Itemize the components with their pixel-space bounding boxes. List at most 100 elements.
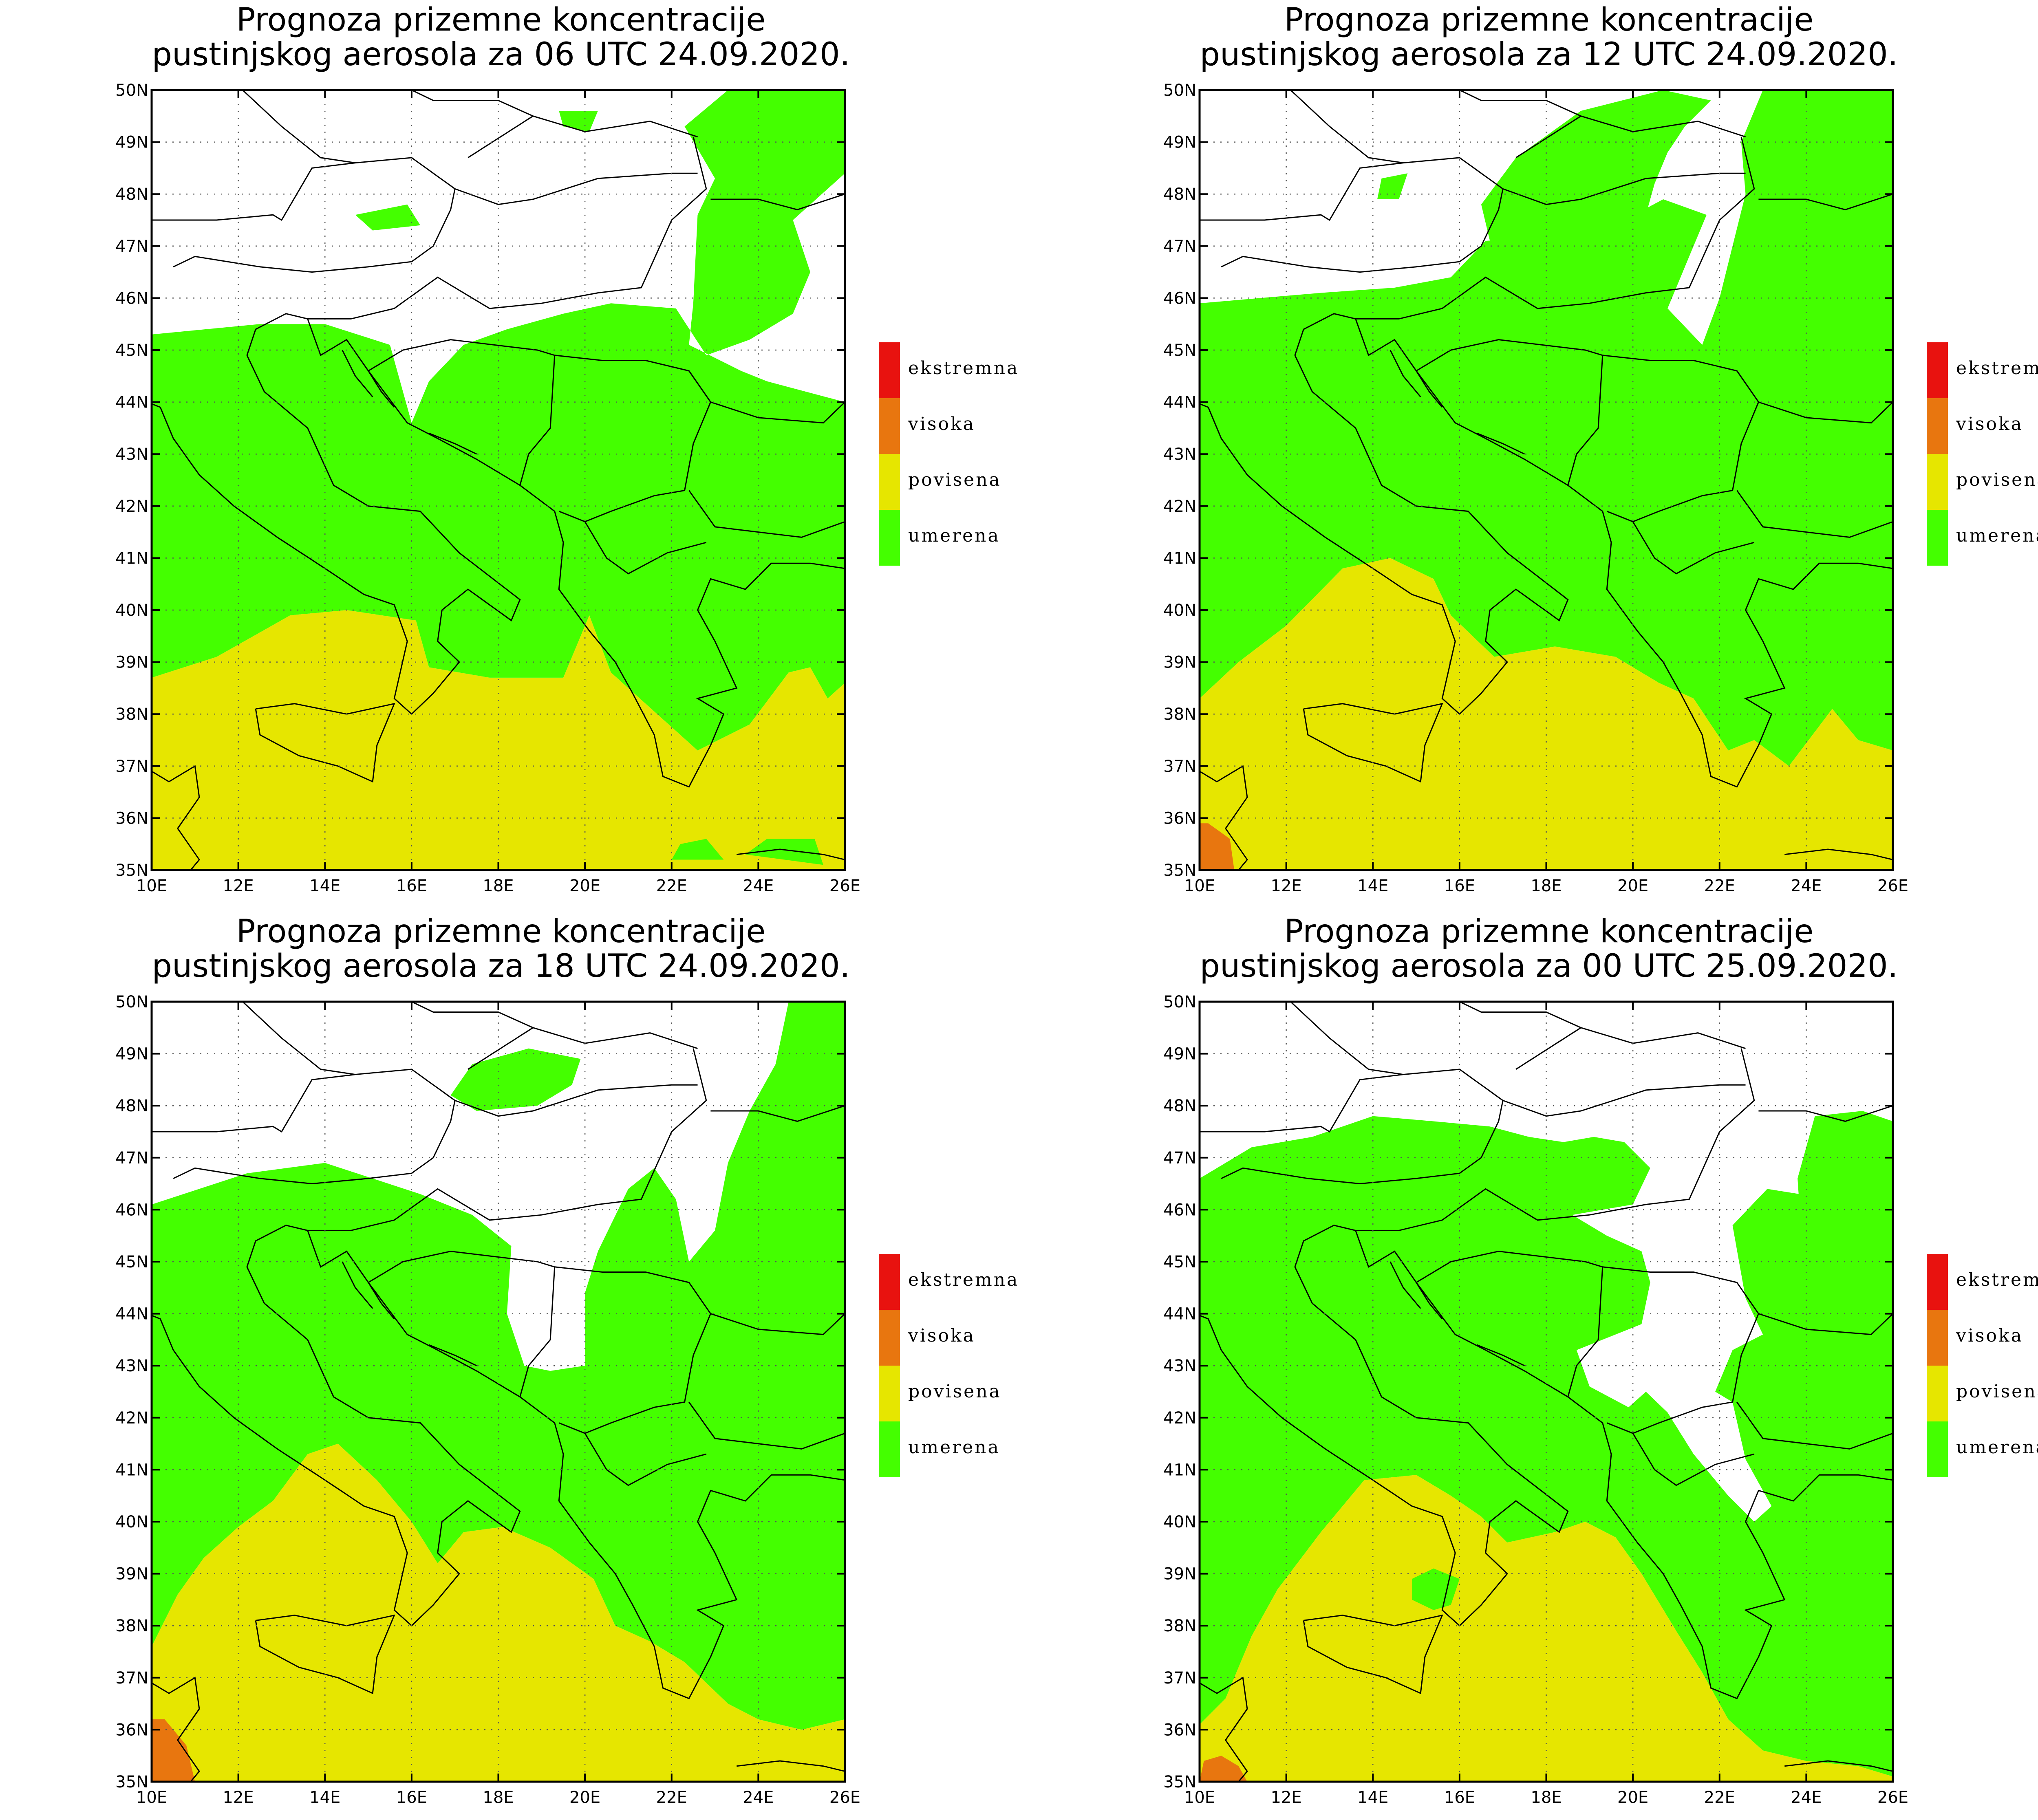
axis-ticks: 10E 12E 14E 16E 18E 20E 22E 24E 26E 35N 36N 37N 38N 3… xyxy=(1163,993,1908,1807)
lat-tick-label: 38N xyxy=(115,705,148,724)
border-line-5 xyxy=(737,1760,845,1772)
lat-tick-label: 35N xyxy=(115,1773,148,1791)
lon-tick-label: 20E xyxy=(1617,1788,1648,1807)
border-line-14 xyxy=(454,172,698,205)
lat-tick-label: 40N xyxy=(1163,601,1196,620)
lat-tick-label: 35N xyxy=(1163,861,1196,880)
lat-tick-label: 49N xyxy=(115,1045,148,1064)
region-umerena-4 xyxy=(355,204,421,231)
border-line-8 xyxy=(1602,1266,1760,1434)
lat-tick-label: 43N xyxy=(115,1357,148,1375)
border-line-16 xyxy=(1459,1002,1581,1029)
lon-tick-label: 14E xyxy=(309,1788,340,1807)
lon-tick-label: 24E xyxy=(1791,877,1822,895)
lon-tick-label: 22E xyxy=(1704,877,1735,895)
lat-tick-label: 50N xyxy=(115,993,148,1011)
lon-tick-label: 18E xyxy=(1531,877,1562,895)
region-umerena-2 xyxy=(152,90,845,751)
border-line-7 xyxy=(368,1250,556,1397)
legend-label-umerena: umerena xyxy=(1956,525,2038,546)
panel-title-line1: Prognoza prizemne koncentracije xyxy=(1284,913,1814,950)
border-line-9 xyxy=(1758,401,1893,424)
lat-tick-label: 49N xyxy=(1163,133,1196,152)
border-line-14 xyxy=(1502,172,1746,205)
lon-tick-label: 18E xyxy=(1531,1788,1562,1807)
panel-title-line1: Prognoza prizemne koncentracije xyxy=(236,2,766,38)
region-umerena-7 xyxy=(745,839,823,865)
lon-tick-label: 14E xyxy=(309,877,340,895)
region-visoka-2 xyxy=(1200,1756,1247,1782)
border-line-6 xyxy=(1355,1048,1755,1231)
border-line-14 xyxy=(1502,1084,1746,1117)
lon-tick-label: 16E xyxy=(1444,1788,1475,1807)
panel-title-line1: Prognoza prizemne koncentracije xyxy=(236,913,766,950)
lat-tick-label: 37N xyxy=(1163,757,1196,776)
lat-tick-label: 38N xyxy=(1163,1617,1196,1635)
lon-tick-label: 10E xyxy=(1184,877,1215,895)
region-umerena-4 xyxy=(450,1048,581,1111)
border-line-6 xyxy=(307,1048,707,1231)
border-line-3 xyxy=(246,1225,845,1699)
lat-tick-label: 47N xyxy=(1163,237,1196,256)
legend-swatch-ekstremna xyxy=(879,342,900,398)
lon-tick-label: 20E xyxy=(569,877,600,895)
legend-swatch-umerena xyxy=(879,1421,900,1477)
lon-tick-label: 26E xyxy=(829,877,860,895)
lat-tick-label: 44N xyxy=(1163,1305,1196,1324)
axis-ticks: 10E 12E 14E 16E 18E 20E 22E 24E 26E 35N 36N 37N 38N 3… xyxy=(1163,81,1908,895)
lat-tick-label: 48N xyxy=(115,185,148,204)
border-line-13 xyxy=(1290,1002,1403,1075)
border-line-5 xyxy=(737,848,845,860)
border-line-20 xyxy=(428,1344,477,1366)
border-line-2 xyxy=(255,1614,395,1694)
lon-tick-label: 14E xyxy=(1357,877,1388,895)
lat-tick-label: 50N xyxy=(1163,993,1196,1011)
lat-tick-label: 44N xyxy=(115,1305,148,1324)
lat-tick-label: 47N xyxy=(1163,1149,1196,1168)
legend-swatch-povisena xyxy=(1927,454,1948,510)
legend-label-ekstremna: ekstremna xyxy=(1956,358,2038,379)
lon-tick-label: 24E xyxy=(1791,1788,1822,1807)
border-line-1 xyxy=(1200,355,1569,715)
lat-tick-label: 48N xyxy=(115,1097,148,1115)
panel-title-line2: pustinjskog aerosola za 06 UTC 24.09.202… xyxy=(152,36,850,73)
lon-tick-label: 24E xyxy=(743,877,774,895)
lat-tick-label: 45N xyxy=(115,341,148,360)
lat-tick-label: 37N xyxy=(115,1669,148,1688)
border-line-3 xyxy=(1294,313,1893,788)
lat-tick-label: 36N xyxy=(1163,1721,1196,1739)
lon-tick-label: 24E xyxy=(743,1788,774,1807)
border-line-18 xyxy=(1416,1282,1443,1320)
lat-tick-label: 40N xyxy=(115,601,148,620)
lon-tick-label: 22E xyxy=(1704,1788,1735,1807)
border-line-11 xyxy=(584,521,707,575)
border-line-11 xyxy=(584,1433,707,1486)
region-povisena-1 xyxy=(152,1443,845,1782)
lon-tick-label: 16E xyxy=(396,1788,427,1807)
border-line-19 xyxy=(1390,1261,1421,1309)
lon-tick-label: 10E xyxy=(1184,1788,1215,1807)
region-umerena-3 xyxy=(1200,90,1893,766)
legend: ekstremna visoka povisena umerena xyxy=(879,1254,1017,1477)
border-line-13 xyxy=(242,1002,355,1075)
lon-tick-label: 12E xyxy=(1271,877,1302,895)
lat-tick-label: 43N xyxy=(115,445,148,464)
legend-swatch-visoka xyxy=(1927,1310,1948,1366)
legend-swatch-povisena xyxy=(879,1366,900,1421)
legend: ekstremna visoka povisena umerena xyxy=(1927,342,2038,566)
border-line-13 xyxy=(1290,90,1403,164)
legend-label-visoka: visoka xyxy=(908,414,975,434)
border-line-9 xyxy=(710,1313,845,1335)
lon-tick-label: 12E xyxy=(1271,1788,1302,1807)
border-line-18 xyxy=(1416,370,1443,408)
border-line-6 xyxy=(1355,137,1755,319)
lat-tick-label: 39N xyxy=(115,1565,148,1584)
border-line-8 xyxy=(554,355,712,522)
border-line-3 xyxy=(246,313,845,788)
border-line-14 xyxy=(454,1084,698,1117)
lon-tick-label: 18E xyxy=(483,1788,514,1807)
lat-tick-label: 42N xyxy=(115,1409,148,1428)
border-line-16 xyxy=(411,90,534,117)
map-area xyxy=(152,1002,845,1782)
legend-label-visoka: visoka xyxy=(1956,1325,2023,1346)
